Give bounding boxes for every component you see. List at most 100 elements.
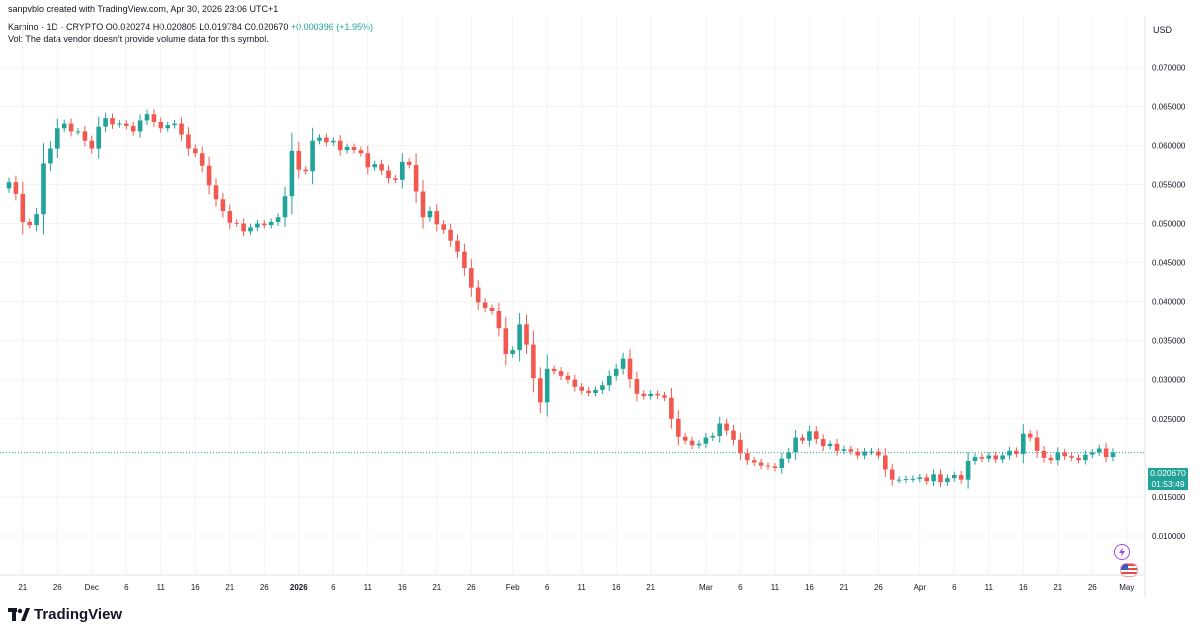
candle[interactable] [448,223,453,247]
candle[interactable] [262,220,267,229]
candle[interactable] [682,433,688,445]
candle[interactable] [151,109,157,128]
candle[interactable] [310,127,315,185]
candle[interactable] [303,166,308,175]
candle[interactable] [331,137,336,146]
candle[interactable] [165,121,170,132]
candle[interactable] [910,475,916,483]
candle[interactable] [979,453,985,463]
candle[interactable] [724,418,729,436]
candle[interactable] [462,243,467,277]
candle[interactable] [834,438,840,456]
candle[interactable] [289,132,295,215]
candle[interactable] [75,127,81,135]
candle[interactable] [496,302,502,337]
candle[interactable] [144,109,150,125]
candle[interactable] [958,471,964,484]
candle[interactable] [1034,430,1040,458]
candle[interactable] [717,416,722,443]
candle[interactable] [1014,447,1019,458]
candle[interactable] [89,135,95,154]
candle[interactable] [199,146,205,173]
candle[interactable] [965,452,971,489]
candle[interactable] [544,354,550,417]
candle[interactable] [751,456,757,466]
candle[interactable] [1090,448,1095,459]
candle[interactable] [731,424,736,446]
candle[interactable] [862,447,867,460]
candle[interactable] [324,133,329,147]
candle[interactable] [517,312,522,362]
candle[interactable] [931,469,936,487]
candle[interactable] [441,220,446,235]
candle[interactable] [917,473,923,483]
candle[interactable] [903,475,909,484]
candle[interactable] [689,436,695,450]
candle[interactable] [96,116,101,159]
candle[interactable] [61,119,67,133]
candle[interactable] [558,367,564,380]
candle[interactable] [993,451,998,464]
candle[interactable] [358,146,364,157]
candle[interactable] [1048,454,1054,464]
candle[interactable] [406,158,412,169]
candle[interactable] [186,127,191,156]
candle[interactable] [1041,446,1047,463]
candle[interactable] [634,371,640,402]
candle[interactable] [586,387,591,397]
candle[interactable] [855,447,860,460]
candle[interactable] [1062,448,1067,460]
candlestick-chart[interactable]: 0.070000 0.065000 0.060000 0.055000 0.050000… [0,0,1200,598]
candle[interactable] [620,352,626,375]
candle[interactable] [565,372,571,384]
candle[interactable] [1021,424,1026,464]
candle[interactable] [455,234,460,258]
candle[interactable] [386,165,391,184]
candle[interactable] [1096,444,1102,457]
candle[interactable] [413,153,419,204]
candle[interactable] [579,383,584,395]
candle[interactable] [551,365,557,375]
candle[interactable] [1076,454,1081,464]
candle[interactable] [317,134,322,145]
candle[interactable] [296,142,302,179]
candle[interactable] [20,181,26,235]
candle[interactable] [1027,429,1033,442]
candle[interactable] [593,386,598,397]
candle[interactable] [227,204,233,230]
candle[interactable] [268,218,274,229]
candle[interactable] [393,174,398,184]
candle[interactable] [282,186,288,228]
candle[interactable] [896,476,902,484]
candle[interactable] [876,447,881,460]
candle[interactable] [213,178,219,207]
candle[interactable] [337,135,343,156]
candle[interactable] [696,440,702,449]
candle[interactable] [524,314,529,355]
lightning-bolt-icon[interactable] [1114,544,1130,560]
candle[interactable] [938,469,943,488]
candle[interactable] [434,204,440,232]
candle[interactable] [924,473,929,485]
candle[interactable] [48,141,53,171]
currency-label[interactable]: USD [1153,25,1173,35]
candle[interactable] [1083,450,1088,465]
candle[interactable] [130,121,136,136]
candle[interactable] [1069,452,1074,462]
candle[interactable] [220,192,226,218]
candle[interactable] [848,445,854,456]
candle[interactable] [531,330,536,393]
candle[interactable] [538,367,543,414]
candle[interactable] [137,114,143,138]
candle[interactable] [13,175,19,201]
candle[interactable] [400,153,405,189]
candle[interactable] [710,432,716,441]
candle[interactable] [889,463,895,486]
candle[interactable] [379,159,384,175]
candle[interactable] [482,298,488,313]
candle[interactable] [103,112,108,133]
candle[interactable] [41,143,46,235]
candle[interactable] [172,120,177,129]
candle[interactable] [158,117,164,133]
candle[interactable] [703,433,709,449]
